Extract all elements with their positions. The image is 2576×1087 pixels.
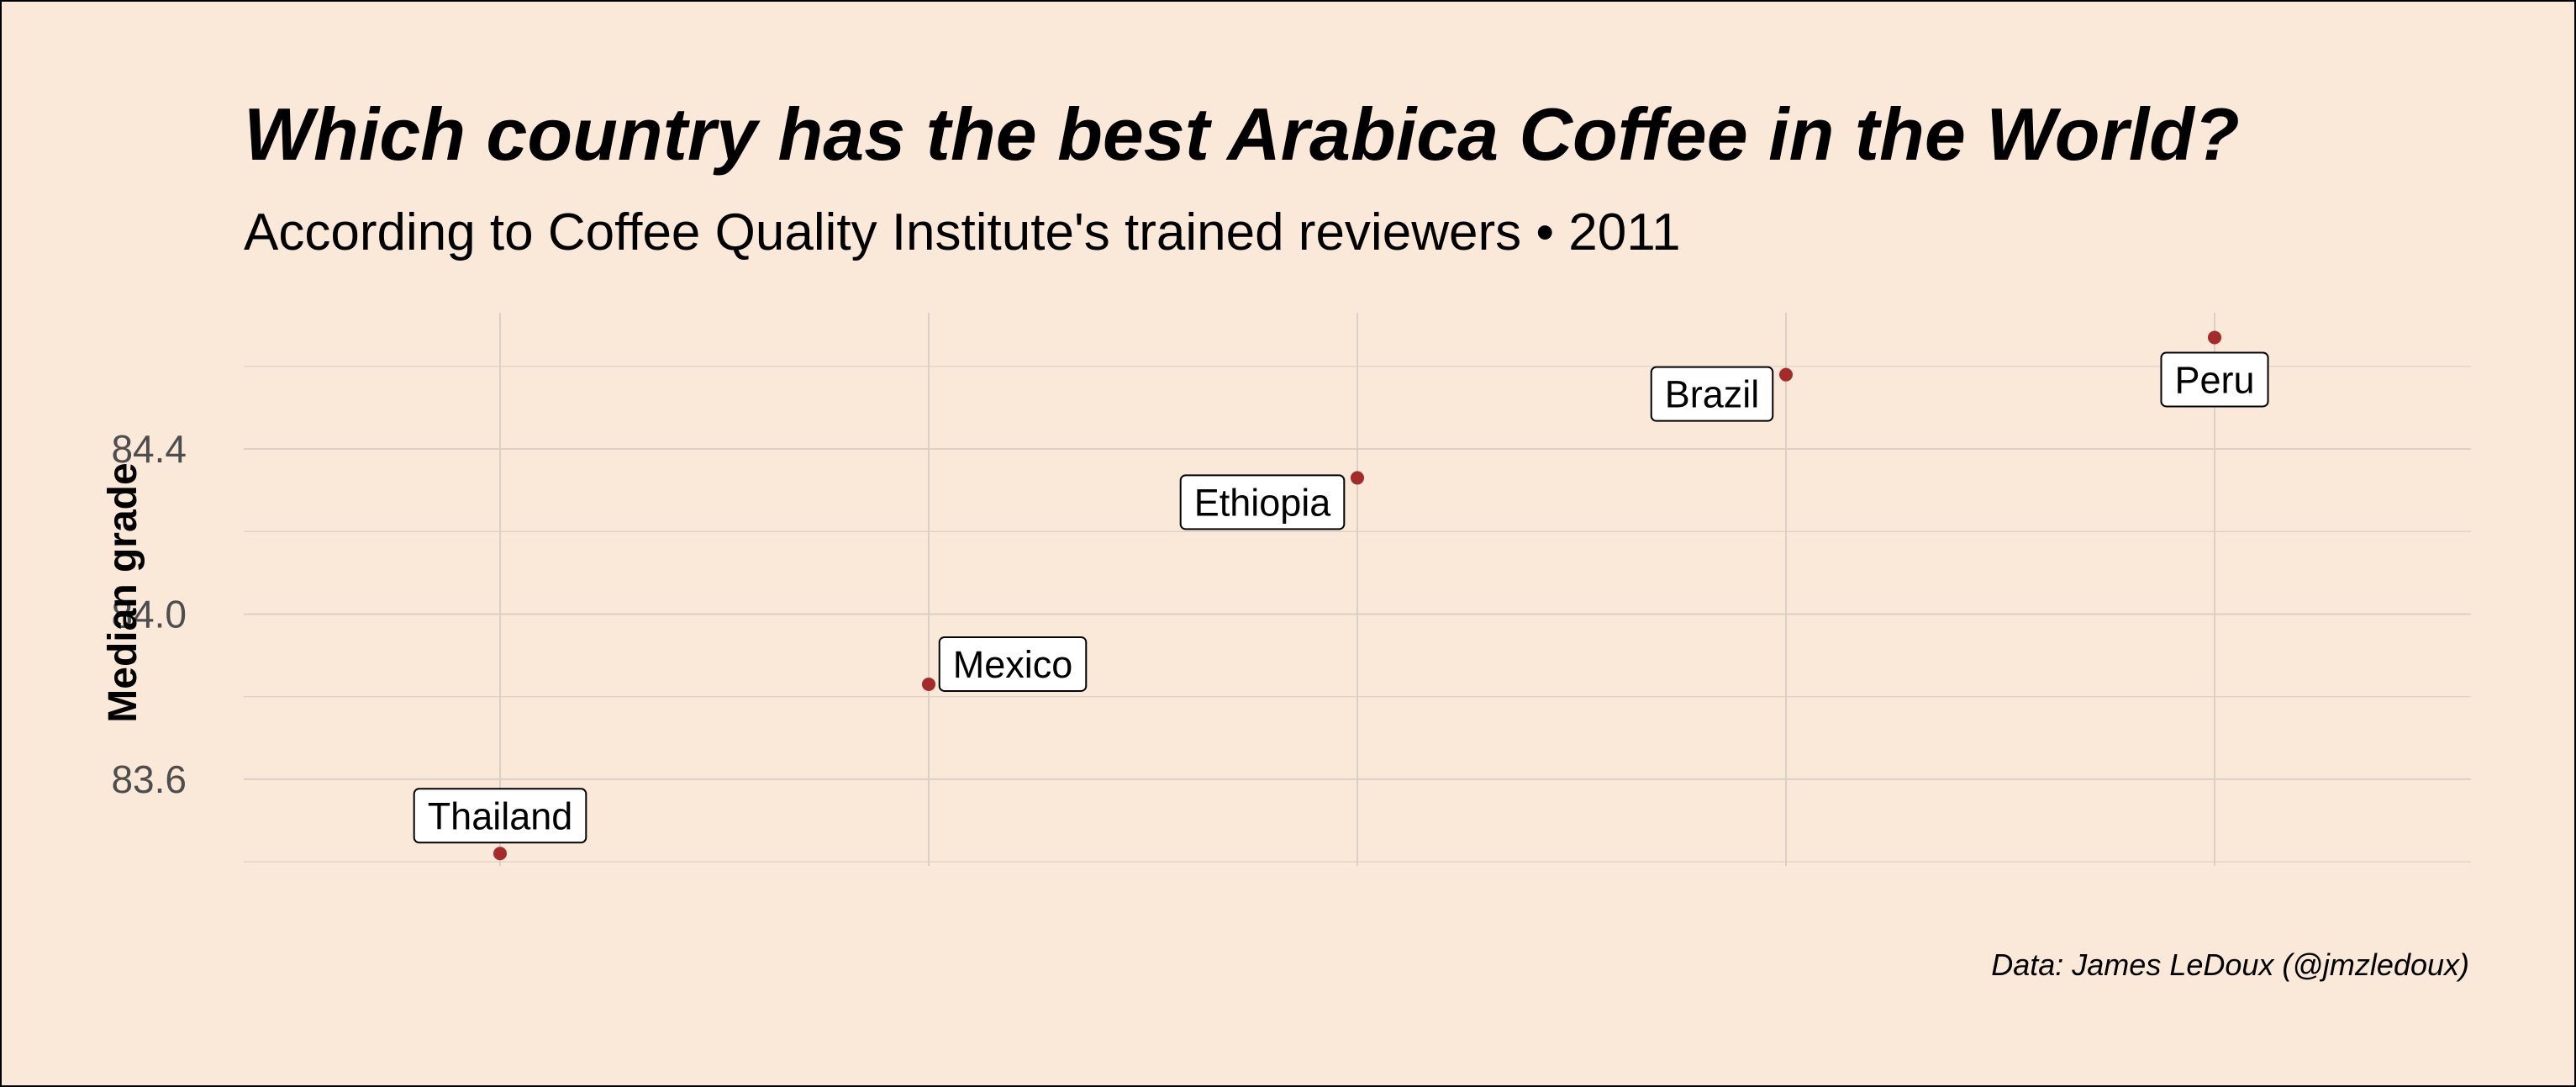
- point-label-box: [1650, 366, 1774, 422]
- point-label: Mexico: [938, 636, 1088, 692]
- y-axis-label: Median grade: [101, 462, 145, 722]
- point-labels: Thailand Mexico Ethiopia Brazil Peru: [413, 351, 2269, 844]
- data-point: [2208, 330, 2221, 345]
- point-label-box: [413, 788, 587, 844]
- data-point: [1779, 367, 1793, 382]
- chart-caption: Data: James LeDoux (@jmzledoux): [1991, 947, 2469, 982]
- point-label: Brazil: [1650, 366, 1774, 422]
- grid-lines: [244, 313, 2471, 866]
- point-label-box: [1179, 474, 1346, 530]
- data-point: [1351, 471, 1364, 485]
- y-tick-label: 83.6: [111, 757, 187, 801]
- point-label-text: Peru: [2174, 358, 2254, 401]
- point-label: Thailand: [413, 788, 587, 844]
- data-points: [493, 330, 2221, 861]
- point-label-text: Thailand: [428, 794, 573, 837]
- chart-subtitle: According to Coffee Quality Institute's …: [244, 203, 1681, 261]
- point-label-text: Brazil: [1665, 373, 1760, 416]
- data-point: [493, 847, 507, 861]
- point-label-text: Ethiopia: [1194, 481, 1332, 524]
- data-point: [922, 677, 935, 691]
- point-label: Ethiopia: [1179, 474, 1346, 530]
- point-label-box: [938, 636, 1088, 692]
- y-tick-label: 84.0: [111, 592, 187, 636]
- point-label-text: Mexico: [953, 643, 1073, 686]
- point-label: Peru: [2160, 351, 2269, 408]
- point-label-box: [2160, 351, 2269, 408]
- y-tick-label: 84.4: [111, 427, 187, 471]
- y-axis-ticks: 83.6 84.0 84.4: [111, 427, 187, 801]
- chart-title: Which country has the best Arabica Coffe…: [244, 92, 2240, 176]
